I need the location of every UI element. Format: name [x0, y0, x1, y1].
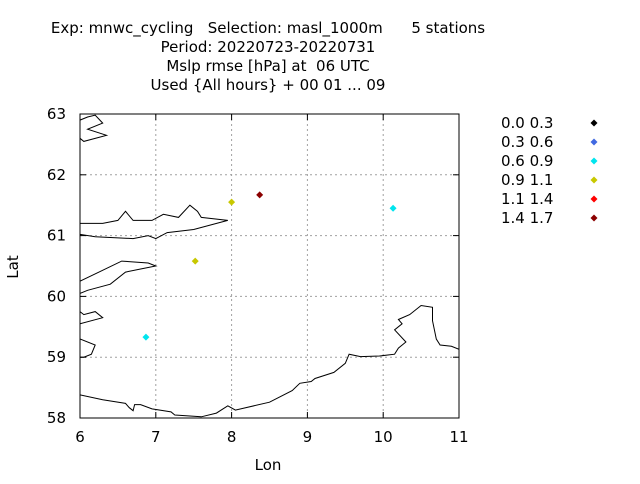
station-point-3	[256, 191, 264, 199]
legend-label-1: 0.3 0.6	[501, 133, 553, 151]
station-point-1	[191, 257, 199, 265]
x-tick-label-11: 11	[449, 428, 468, 446]
legend: 0.0 0.30.3 0.60.6 0.90.9 1.11.1 1.41.4 1…	[501, 114, 598, 227]
legend-label-4: 1.1 1.4	[501, 190, 553, 208]
station-points	[142, 191, 397, 341]
y-tick-label-61: 61	[47, 227, 66, 245]
chart-header-line2: Period: 20220723-20220731	[161, 38, 376, 56]
coastline-0	[80, 304, 459, 418]
station-point-0	[142, 333, 150, 341]
legend-marker-5	[590, 214, 598, 222]
coastline-5	[80, 114, 109, 142]
axis-ticks: 6 7 8 9 10 11 58 59 60 61 62 63	[47, 105, 469, 446]
chart-header-line3: Mslp rmse [hPa] at 06 UTC	[166, 57, 369, 75]
y-tick-label-63: 63	[47, 105, 66, 123]
y-tick-label-58: 58	[47, 409, 66, 427]
grid-lines	[80, 114, 459, 418]
x-tick-label-6: 6	[75, 428, 85, 446]
x-tick-label-8: 8	[227, 428, 237, 446]
legend-label-3: 0.9 1.1	[501, 171, 553, 189]
chart-header-line4: Used {All hours} + 00 01 ... 09	[151, 76, 386, 94]
coastline-2	[80, 260, 158, 294]
x-axis-label: Lon	[255, 456, 282, 474]
x-tick-label-10: 10	[374, 428, 393, 446]
coastlines	[80, 114, 459, 418]
legend-label-0: 0.0 0.3	[501, 114, 553, 132]
station-point-4	[389, 204, 397, 212]
plot-frame	[79, 113, 460, 419]
y-tick-label-62: 62	[47, 166, 66, 184]
coastline-1	[80, 204, 228, 240]
legend-marker-4	[590, 195, 598, 203]
legend-marker-2	[590, 157, 598, 165]
legend-marker-0	[590, 119, 598, 127]
y-axis-label: Lat	[4, 255, 22, 279]
chart-header-line1: Exp: mnwc_cycling Selection: masl_1000m …	[51, 19, 485, 38]
coastline-3	[80, 311, 104, 325]
y-tick-label-60: 60	[47, 287, 66, 305]
legend-label-5: 1.4 1.7	[501, 209, 553, 227]
legend-marker-3	[590, 176, 598, 184]
x-tick-label-9: 9	[303, 428, 313, 446]
station-point-2	[228, 198, 236, 206]
coastline-4	[80, 338, 96, 358]
legend-label-2: 0.6 0.9	[501, 152, 553, 170]
x-tick-label-7: 7	[151, 428, 161, 446]
y-tick-label-59: 59	[47, 348, 66, 366]
legend-marker-1	[590, 138, 598, 146]
